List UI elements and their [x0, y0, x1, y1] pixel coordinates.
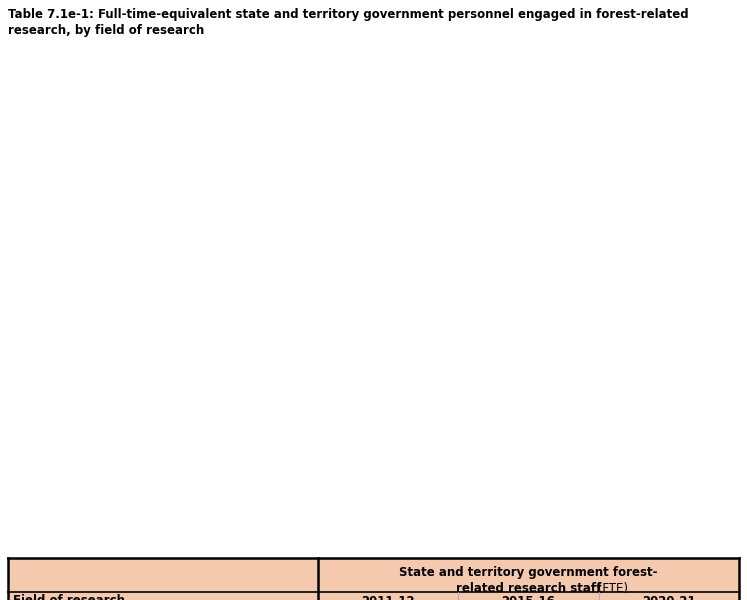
Text: research, by field of research: research, by field of research — [8, 24, 204, 37]
Text: State and territory government forest-: State and territory government forest- — [399, 566, 658, 579]
Bar — [8, 558, 739, 600]
Text: 2011-12: 2011-12 — [362, 595, 415, 600]
Text: Field of research: Field of research — [13, 594, 125, 600]
Text: related research staff: related research staff — [456, 582, 601, 595]
Text: Table 7.1e-1: Full-time-equivalent state and territory government personnel enga: Table 7.1e-1: Full-time-equivalent state… — [8, 8, 689, 21]
Text: 2015-16: 2015-16 — [501, 595, 556, 600]
Text: (FTE): (FTE) — [594, 582, 627, 595]
Text: 2020-21: 2020-21 — [642, 595, 695, 600]
